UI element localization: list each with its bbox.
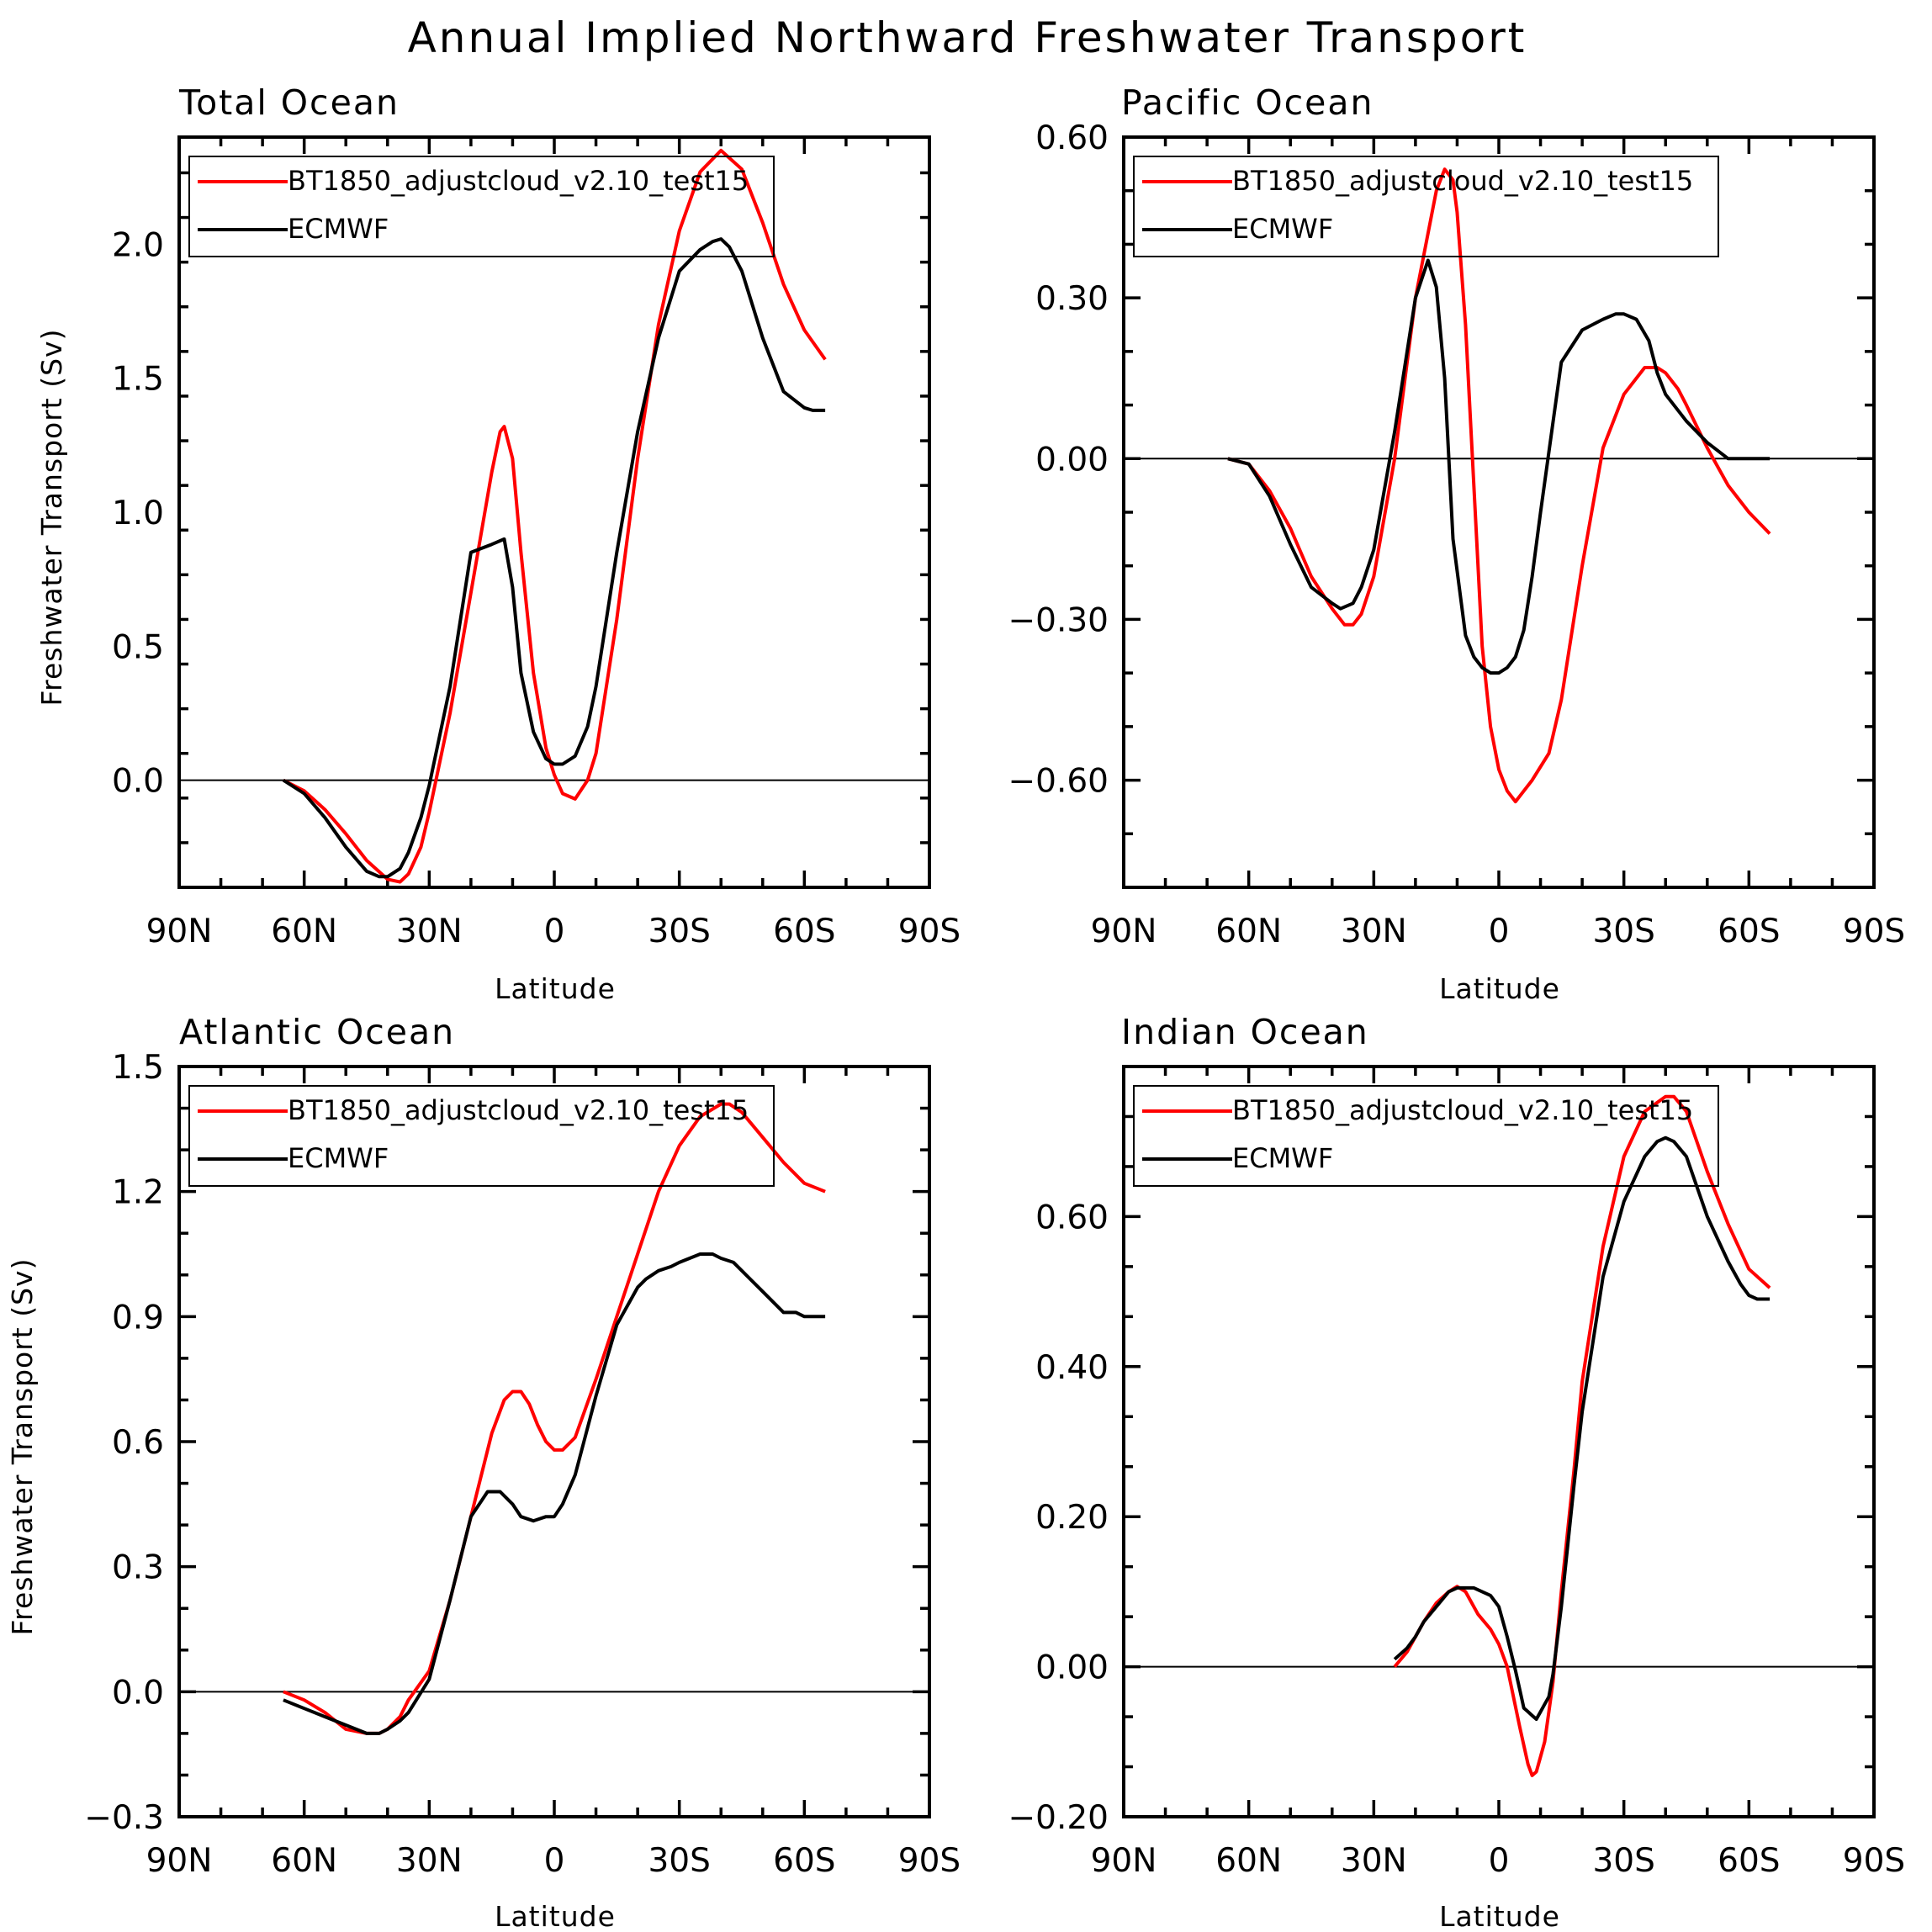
x-tick-label: 30S (648, 913, 710, 950)
panel-title: Atlantic Ocean (179, 1012, 455, 1052)
y-tick-label: 0.00 (1035, 441, 1109, 479)
legend-box (188, 156, 775, 257)
x-tick-label: 0 (544, 913, 565, 950)
y-tick-label: −0.30 (1008, 601, 1109, 639)
y-axis-label: Freshwater Transport (Sv) (35, 329, 68, 707)
x-tick-label: 60S (773, 1842, 835, 1880)
plot-frame (1122, 1065, 1876, 1818)
legend-label-obs: ECMWF (1232, 1142, 1333, 1174)
y-tick-label: 1.5 (112, 1049, 164, 1087)
x-axis-label: Latitude (1439, 972, 1560, 1005)
legend-label-obs: ECMWF (288, 1142, 389, 1174)
x-tick-label: 90S (1843, 913, 1905, 950)
x-tick-label: 30N (396, 1842, 463, 1880)
y-tick-label: 0.6 (112, 1424, 164, 1462)
x-tick-label: 90N (146, 1842, 213, 1880)
x-tick-label: 60N (271, 1842, 337, 1880)
legend-label-model: BT1850_adjustcloud_v2.10_test15 (288, 1094, 749, 1126)
y-tick-label: 0.60 (1035, 1199, 1109, 1236)
x-tick-label: 30N (1341, 1842, 1407, 1880)
x-axis-label: Latitude (495, 972, 616, 1005)
x-tick-label: 0 (1489, 1842, 1510, 1880)
panel-title: Total Ocean (178, 82, 400, 123)
series-line-model (1393, 1094, 1771, 1777)
y-tick-label: 0.20 (1035, 1499, 1109, 1537)
x-tick-label: 90S (1843, 1842, 1905, 1880)
legend-label-model: BT1850_adjustcloud_v2.10_test15 (1232, 165, 1693, 197)
legend-box (1133, 156, 1719, 257)
y-tick-label: 0.60 (1035, 119, 1109, 157)
y-tick-label: 2.0 (112, 226, 164, 264)
x-tick-label: 60S (1718, 1842, 1780, 1880)
x-tick-label: 60N (1215, 913, 1282, 950)
x-axis-label: Latitude (495, 1900, 616, 1932)
x-axis-label: Latitude (1439, 1900, 1560, 1932)
y-tick-label: 0.0 (112, 763, 164, 801)
x-tick-label: 60N (1215, 1842, 1282, 1880)
x-tick-label: 0 (544, 1842, 565, 1880)
series-line-ecmwf (282, 237, 826, 879)
x-tick-label: 60S (1718, 913, 1780, 950)
x-tick-label: 30S (648, 1842, 710, 1880)
legend-box (1133, 1085, 1719, 1187)
panel-pacific-ocean: Pacific Ocean Latitude BT1850_adjustcloud_… (1008, 82, 1905, 1005)
y-tick-label: −0.3 (84, 1799, 164, 1837)
y-tick-label: 1.2 (112, 1174, 164, 1212)
panel-title: Indian Ocean (1121, 1012, 1369, 1052)
plot-frame (177, 135, 931, 889)
series-line-model (283, 1102, 826, 1735)
series-line-ecmwf (1227, 258, 1771, 675)
legend-label-model: BT1850_adjustcloud_v2.10_test15 (1232, 1094, 1693, 1126)
y-tick-label: 0.5 (112, 628, 164, 666)
x-tick-label: 90N (1091, 913, 1157, 950)
figure-title: Annual Implied Northward Freshwater Tran… (408, 13, 1527, 62)
y-tick-label: 0.9 (112, 1299, 164, 1337)
series-line-model (1227, 167, 1771, 804)
series-line-model (282, 148, 827, 884)
legend-label-obs: ECMWF (1232, 213, 1333, 245)
y-axis-label: Freshwater Transport (Sv) (6, 1258, 39, 1636)
x-tick-label: 0 (1489, 913, 1510, 950)
x-tick-label: 60S (773, 913, 835, 950)
y-tick-label: 0.40 (1035, 1349, 1109, 1387)
x-tick-label: 90N (146, 913, 213, 950)
plot-frame (177, 1065, 931, 1818)
x-tick-label: 30S (1592, 913, 1654, 950)
y-tick-label: 0.0 (112, 1674, 164, 1712)
x-tick-label: 60N (271, 913, 337, 950)
panel-indian-ocean: Indian Ocean Latitude BT1850_adjustcloud_v… (1008, 1012, 1905, 1932)
y-tick-label: 1.0 (112, 495, 164, 532)
series-line-ecmwf (1393, 1135, 1771, 1721)
panel-total-ocean: Total Ocean Latitude Freshwater Transport … (35, 82, 961, 1005)
x-tick-label: 30N (396, 913, 463, 950)
legend-label-model: BT1850_adjustcloud_v2.10_test15 (288, 165, 749, 197)
panel-atlantic-ocean: Atlantic Ocean Latitude Freshwater Transpo… (6, 1012, 961, 1932)
x-tick-label: 30S (1592, 1842, 1654, 1880)
panel-title: Pacific Ocean (1121, 82, 1374, 123)
series-line-ecmwf (283, 1252, 826, 1735)
x-tick-label: 30N (1341, 913, 1407, 950)
y-tick-label: 0.30 (1035, 280, 1109, 318)
y-tick-label: 0.00 (1035, 1649, 1109, 1687)
x-tick-label: 90S (898, 913, 961, 950)
x-tick-label: 90S (898, 1842, 961, 1880)
plot-frame (1122, 135, 1876, 889)
legend-box (188, 1085, 775, 1187)
y-tick-label: 1.5 (112, 361, 164, 399)
y-tick-label: −0.20 (1008, 1799, 1109, 1837)
y-tick-label: −0.60 (1008, 763, 1109, 801)
legend-label-obs: ECMWF (288, 213, 389, 245)
x-tick-label: 90N (1091, 1842, 1157, 1880)
y-tick-label: 0.3 (112, 1549, 164, 1587)
